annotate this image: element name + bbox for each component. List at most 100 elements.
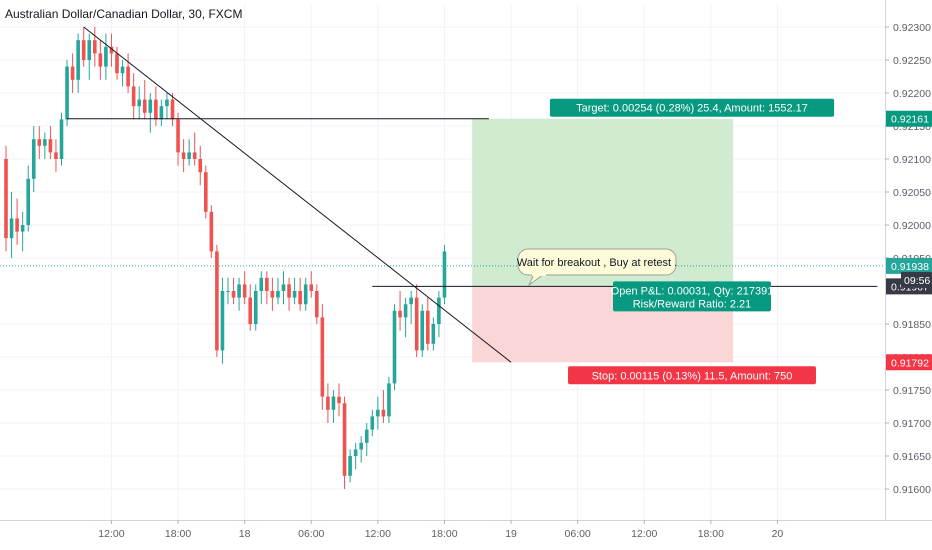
candle: [115, 46, 119, 80]
candle-body: [59, 119, 64, 159]
candle: [442, 244, 447, 305]
price-label: 0.92161: [886, 110, 932, 127]
candle-body: [104, 46, 108, 67]
candle: [242, 271, 247, 305]
candle-body: [209, 211, 214, 252]
candle: [292, 277, 297, 305]
candle-body: [231, 291, 236, 298]
candle: [192, 132, 197, 166]
time-tick-label: 06:00: [298, 528, 324, 540]
annotation-text: Wait for breakout , Buy at retest .: [517, 257, 677, 269]
candle: [426, 297, 430, 351]
candle: [248, 284, 252, 331]
time-tick-label: 12:00: [98, 528, 124, 540]
candle-body: [142, 99, 147, 113]
candle: [265, 271, 269, 305]
candle-body: [120, 66, 125, 74]
candle: [198, 145, 203, 186]
candle: [48, 126, 53, 159]
candle-body: [370, 416, 375, 430]
price-tick-label: 0.91750: [893, 385, 931, 397]
trendline[interactable]: [83, 26, 512, 363]
long-position-tool[interactable]: [472, 118, 734, 363]
candle-body: [353, 449, 358, 456]
candle-body: [265, 277, 269, 291]
price-axis[interactable]: 0.923000.922500.922000.921500.921000.920…: [885, 0, 932, 550]
candle-body: [342, 403, 347, 476]
target-label[interactable]: Target: 0.00254 (0.28%) 25.4, Amount: 15…: [549, 98, 835, 117]
price-tick-label: 0.91700: [893, 418, 931, 430]
price-tick-label: 0.91850: [893, 319, 931, 331]
candle: [309, 271, 314, 298]
candle: [4, 145, 8, 252]
candle: [31, 126, 36, 192]
candle-body: [259, 277, 264, 291]
candle-body: [248, 297, 252, 324]
stop-label[interactable]: Stop: 0.00115 (0.13%) 11.5, Amount: 750: [568, 366, 816, 385]
candle-body: [253, 291, 258, 324]
price-label-text: 0.92161: [891, 114, 929, 126]
candle: [364, 423, 369, 456]
price-tick-label: 0.91650: [893, 451, 931, 463]
annotation-callout[interactable]: Wait for breakout , Buy at retest .: [517, 248, 677, 287]
candle: [209, 205, 214, 258]
candle-body: [220, 291, 225, 351]
price-label-text: 0.91938: [891, 261, 929, 273]
candle: [181, 139, 186, 173]
countdown-box: [901, 271, 932, 288]
target-label-text: Target: 0.00254 (0.28%) 25.4, Amount: 15…: [576, 103, 808, 115]
candle: [359, 436, 363, 463]
candle-body: [170, 99, 175, 120]
candle-body: [126, 66, 130, 87]
price-tick-label: 0.92050: [893, 187, 931, 199]
candle: [320, 304, 325, 410]
candle-body: [181, 152, 186, 159]
candle-body: [387, 383, 391, 417]
candle-body: [192, 152, 197, 159]
price-label: 0.91792: [886, 354, 932, 371]
candle: [54, 139, 58, 173]
candle-body: [381, 409, 386, 417]
candle: [176, 112, 180, 166]
candle-body: [76, 40, 80, 80]
candle-body: [87, 40, 92, 60]
candle-body: [376, 409, 380, 417]
candle: [326, 383, 330, 423]
candle-body: [414, 297, 419, 351]
candle: [376, 396, 380, 430]
candle-body: [131, 86, 136, 107]
candle-body: [237, 284, 241, 298]
candle-body: [303, 284, 308, 305]
pnl-text: Open P&L: 0.00031, Qty: 217391: [611, 285, 774, 297]
risk-reward-text: Risk/Reward Ratio: 2.21: [633, 298, 752, 310]
candle: [437, 291, 441, 338]
candle: [15, 198, 19, 245]
candle-body: [348, 456, 352, 476]
candle: [409, 291, 413, 324]
price-tick-label: 0.92300: [893, 22, 931, 34]
candle: [170, 93, 175, 126]
candle: [109, 33, 114, 67]
candle: [76, 33, 80, 93]
time-tick-label: 06:00: [565, 528, 591, 540]
candle: [414, 284, 419, 357]
pnl-label-box: [613, 281, 771, 312]
candle-body: [326, 396, 330, 410]
candle: [159, 99, 164, 126]
candle: [337, 383, 341, 417]
candle: [126, 53, 130, 93]
candle: [276, 277, 280, 305]
candles: [4, 27, 447, 489]
candle-body: [165, 99, 169, 107]
annotation-joint: [532, 273, 546, 276]
candle-body: [43, 139, 47, 146]
candle-body: [109, 46, 114, 54]
pnl-label[interactable]: Open P&L: 0.00031, Qty: 217391Risk/Rewar…: [611, 281, 774, 312]
candle-body: [242, 284, 247, 298]
candle: [131, 73, 136, 120]
candle-body: [392, 310, 397, 384]
candle: [259, 271, 264, 305]
time-axis[interactable]: 12:00 18:00 18 06:00 12:00 18:00 19 06:00 12:00 1…: [0, 520, 932, 540]
candle: [120, 60, 125, 87]
